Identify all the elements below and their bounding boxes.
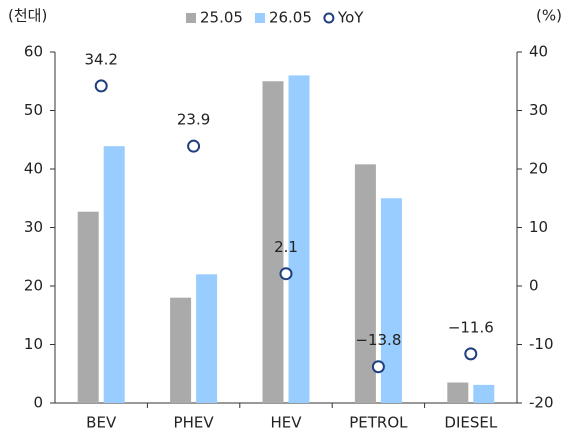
bar <box>447 382 469 403</box>
y-tick-label: 20 <box>24 277 43 295</box>
bar <box>170 297 192 403</box>
y2-tick-label: 0 <box>529 277 539 295</box>
legend-label: 26.05 <box>269 9 312 27</box>
bar <box>262 81 284 403</box>
bar <box>380 198 402 403</box>
yoy-point <box>371 360 385 374</box>
legend-marker <box>323 12 335 24</box>
y-tick-label: 50 <box>24 101 43 119</box>
y2-tick-label: 20 <box>529 160 548 178</box>
y2-tick-label: -10 <box>529 335 554 353</box>
x-tick-label: HEV <box>270 414 302 432</box>
y-tick-label: 0 <box>33 394 43 412</box>
x-tick-label: PHEV <box>174 414 215 432</box>
y2-tick-label: -20 <box>529 394 554 412</box>
yoy-point <box>279 267 293 281</box>
bar <box>77 211 99 403</box>
y-tick-label: 40 <box>24 160 43 178</box>
bar <box>473 384 495 403</box>
data-label: −11.6 <box>448 318 494 336</box>
y2-tick-label: 30 <box>529 101 548 119</box>
yoy-point <box>94 79 108 93</box>
y-tick-label: 60 <box>24 43 43 61</box>
y2-axis-unit: (%) <box>536 7 562 25</box>
bar <box>288 75 310 404</box>
legend-label: 25.05 <box>200 9 243 27</box>
y2-tick-label: 10 <box>529 218 548 236</box>
bar <box>196 274 218 403</box>
y2-tick-label: 40 <box>529 43 548 61</box>
x-tick-label: PETROL <box>349 414 408 432</box>
bar <box>103 146 125 403</box>
yoy-point <box>464 347 478 361</box>
y-tick-label: 30 <box>24 218 43 236</box>
legend-marker <box>186 13 196 23</box>
legend-marker <box>254 13 265 23</box>
bar <box>354 164 376 403</box>
data-label: 23.9 <box>177 111 210 129</box>
yoy-point <box>187 139 201 153</box>
data-label: −13.8 <box>355 331 401 349</box>
data-label: 34.2 <box>84 50 117 68</box>
legend-label: YoY <box>337 9 364 27</box>
y-tick-label: 10 <box>24 335 43 353</box>
data-label: 2.1 <box>274 238 298 256</box>
y-axis-unit: (천대) <box>8 7 47 25</box>
x-tick-label: BEV <box>86 414 117 432</box>
x-tick-label: DIESEL <box>444 414 497 432</box>
